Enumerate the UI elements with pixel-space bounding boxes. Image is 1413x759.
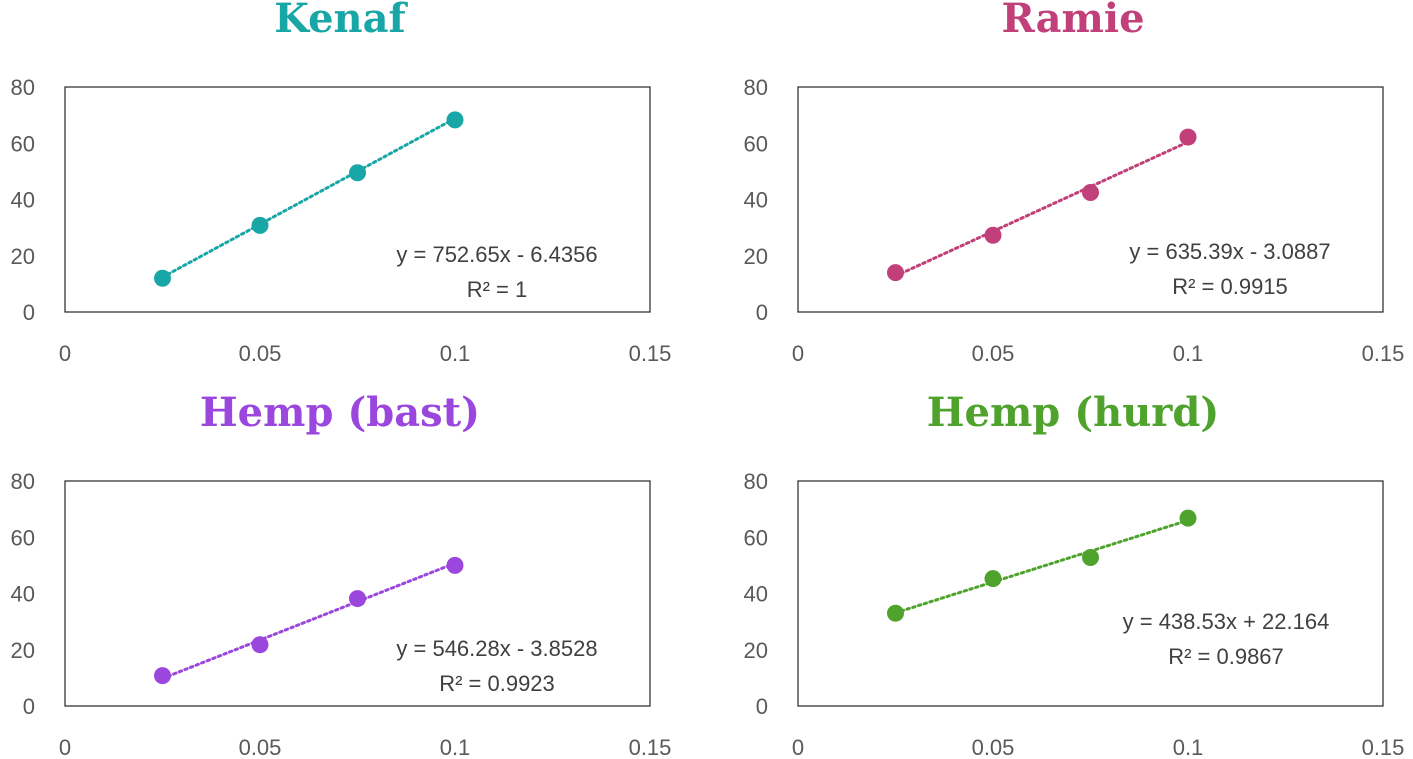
scatter-plot: 0 20 40 60 80 0 0.05 0.1 0.15 y = 546.28x - 3.852… [11, 469, 672, 759]
data-point [984, 570, 1002, 588]
data-point [446, 556, 464, 574]
y-tick-label: 20 [11, 638, 35, 663]
x-tick-label: 0 [59, 735, 71, 759]
trendline [161, 561, 457, 680]
r-squared-label: R² = 0.9923 [439, 671, 555, 696]
y-tick-label: 80 [744, 75, 768, 100]
x-tick-label: 0.05 [972, 341, 1015, 366]
y-tick-label: 40 [744, 188, 768, 213]
data-point [887, 604, 904, 622]
y-tick-label: 40 [744, 582, 768, 607]
data-point [154, 667, 171, 685]
chart-panel: Hemp (bast) 0 20 40 60 80 0 0.05 0.1 0.15 y = 546.… [0, 390, 680, 759]
trendline-equation: y = 635.39x - 3.0887 [1129, 239, 1330, 264]
scatter-plot: 0 20 40 60 80 0 0.05 0.1 0.15 y = 752.65x - 6.435… [11, 75, 672, 366]
scatter-plot: 0 20 40 60 80 0 0.05 0.1 0.15 y = 438.53x + 22.16… [744, 469, 1405, 759]
y-tick-label: 60 [11, 131, 35, 156]
data-point [1082, 549, 1099, 566]
y-tick-label: 60 [11, 525, 35, 550]
r-squared-label: R² = 1 [467, 277, 528, 302]
data-point [349, 164, 366, 182]
x-tick-label: 0.15 [1362, 341, 1405, 366]
y-tick-label: 0 [756, 694, 768, 719]
chart-title: Kenaf [274, 0, 406, 42]
x-tick-label: 0.15 [629, 341, 672, 366]
x-tick-label: 0.15 [1362, 735, 1405, 759]
y-tick-label: 80 [11, 469, 35, 494]
data-point [349, 590, 366, 608]
y-tick-label: 20 [744, 638, 768, 663]
chart-panel: Ramie 0 20 40 60 80 0 0.05 0.1 0.15 y = 635.39x - … [733, 0, 1413, 366]
plot-area-border [64, 480, 651, 707]
x-tick-label: 0.05 [239, 341, 282, 366]
x-tick-label: 0.1 [1173, 735, 1204, 759]
x-tick-label: 0 [792, 341, 804, 366]
trendline-equation: y = 546.28x - 3.8528 [396, 636, 597, 661]
data-point [446, 111, 464, 129]
r-squared-label: R² = 0.9867 [1168, 644, 1284, 669]
chart-title: Hemp (bast) [199, 389, 481, 436]
y-tick-label: 0 [756, 300, 768, 325]
y-tick-label: 20 [11, 244, 35, 269]
chart-title: Hemp (hurd) [926, 389, 1220, 436]
trendline [161, 116, 457, 279]
x-tick-label: 0.1 [440, 735, 471, 759]
y-tick-label: 40 [11, 188, 35, 213]
plot-area-border [64, 86, 651, 313]
plot-area-border [797, 480, 1384, 707]
data-point [1179, 509, 1197, 527]
chart-title: Ramie [1001, 0, 1145, 42]
x-tick-label: 0.15 [629, 735, 672, 759]
y-tick-label: 0 [23, 300, 35, 325]
x-tick-label: 0 [59, 341, 71, 366]
trendline-equation: y = 438.53x + 22.164 [1123, 609, 1330, 634]
trendline [894, 140, 1190, 278]
data-point [1082, 183, 1099, 201]
data-point [984, 226, 1002, 244]
y-tick-label: 0 [23, 694, 35, 719]
x-tick-label: 0.05 [239, 735, 282, 759]
data-point [887, 264, 904, 282]
data-point [251, 636, 269, 654]
trendline-equation: y = 752.65x - 6.4356 [396, 242, 597, 267]
y-tick-label: 60 [744, 131, 768, 156]
trendline [894, 518, 1190, 615]
y-tick-label: 40 [11, 582, 35, 607]
data-point [251, 216, 269, 234]
chart-panel: Hemp (hurd) 0 20 40 60 80 0 0.05 0.1 0.15 y = 438.… [733, 390, 1413, 759]
chart-panel: Kenaf 0 20 40 60 80 0 0.05 0.1 0.15 y = 752.65x - … [0, 0, 680, 366]
x-tick-label: 0 [792, 735, 804, 759]
y-tick-label: 20 [744, 244, 768, 269]
x-tick-label: 0.05 [972, 735, 1015, 759]
plot-area-border [797, 86, 1384, 313]
x-tick-label: 0.1 [440, 341, 471, 366]
data-point [154, 269, 171, 287]
y-tick-label: 80 [11, 75, 35, 100]
r-squared-label: R² = 0.9915 [1172, 274, 1288, 299]
data-point [1179, 128, 1197, 146]
x-tick-label: 0.1 [1173, 341, 1204, 366]
scatter-plot: 0 20 40 60 80 0 0.05 0.1 0.15 y = 635.39x - 3.088… [744, 75, 1405, 366]
y-tick-label: 80 [744, 469, 768, 494]
y-tick-label: 60 [744, 525, 768, 550]
